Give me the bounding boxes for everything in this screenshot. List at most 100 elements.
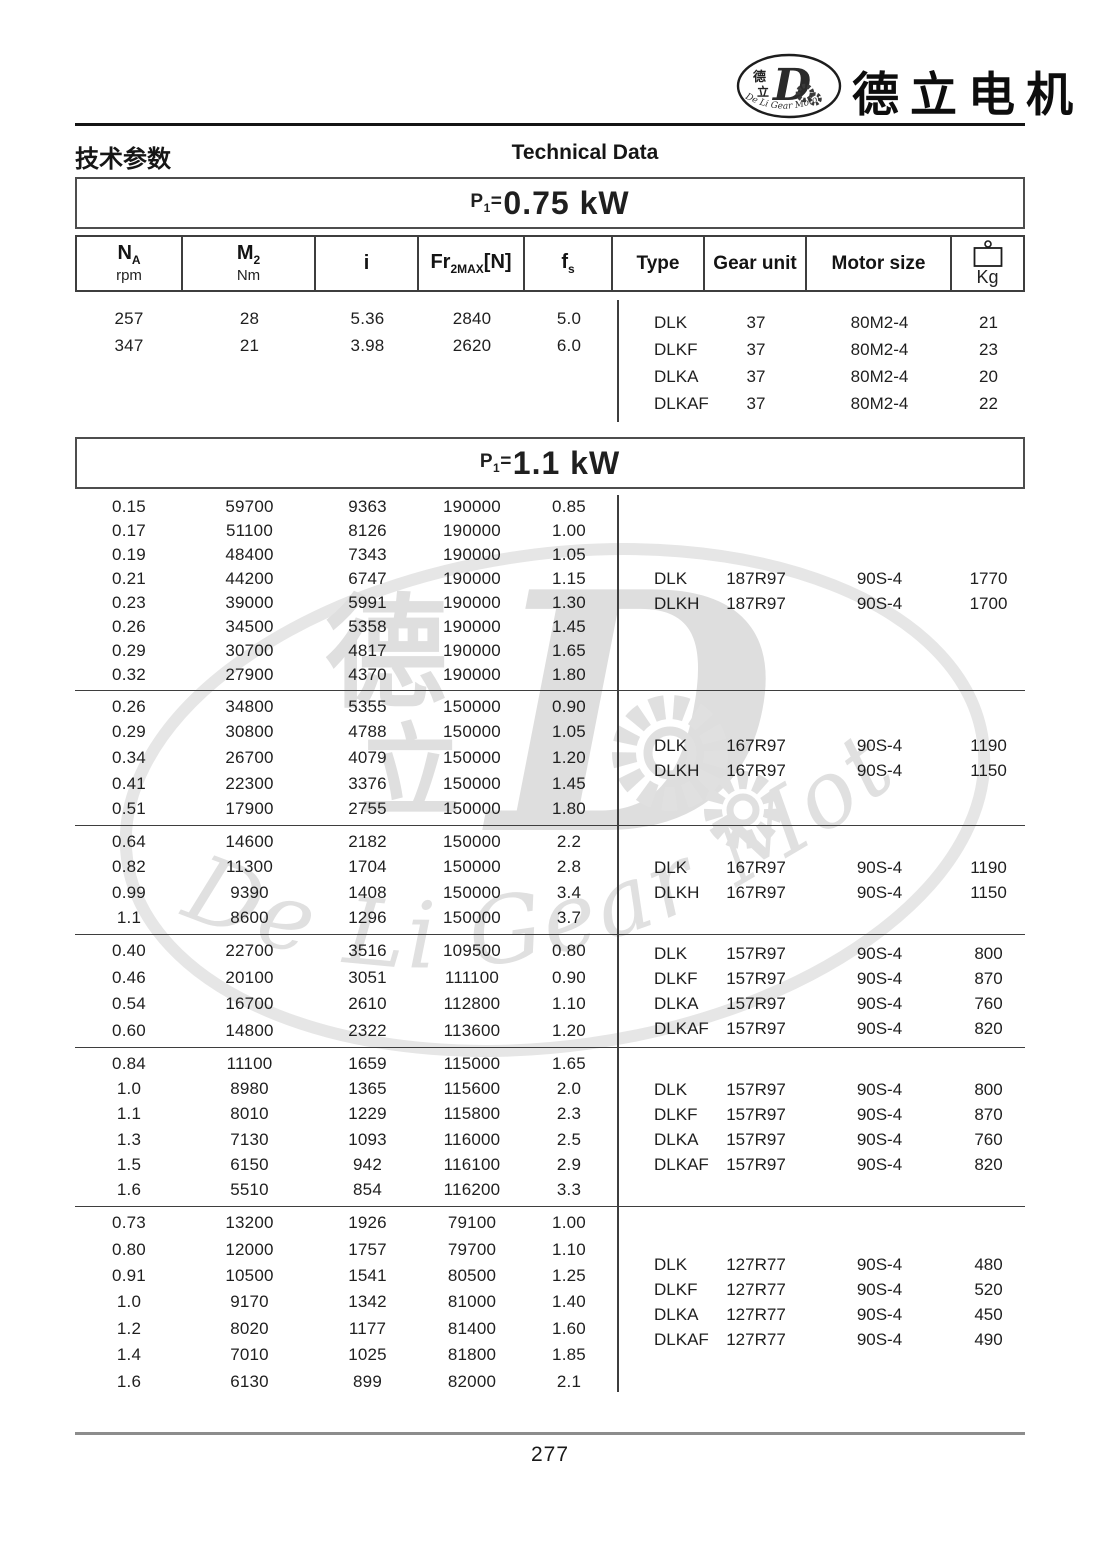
performance-columns: 0.64 14600 2182 150000 2.2 0.82 11300 1704 15000… bbox=[75, 826, 617, 934]
table-row: 0.29 30800 4788 150000 1.05 bbox=[75, 722, 617, 742]
table-cell: 90S-4 bbox=[856, 1305, 903, 1324]
table-cell: 30700 bbox=[225, 641, 274, 660]
table-cell: 34800 bbox=[225, 696, 274, 716]
table-cell: 5358 bbox=[348, 617, 387, 636]
table-cell: 23 bbox=[979, 339, 998, 359]
table-cell: 1.05 bbox=[552, 722, 586, 742]
table-cell: 37 bbox=[746, 366, 766, 386]
table-cell: 2755 bbox=[348, 799, 387, 819]
table-cell: 11300 bbox=[225, 857, 273, 877]
performance-columns: 0.73 13200 1926 79100 1.00 0.80 12000 1757 79700… bbox=[75, 1207, 617, 1398]
logo-ellipse bbox=[736, 53, 842, 119]
table-cell: 942 bbox=[353, 1154, 382, 1174]
table-cell: 1926 bbox=[348, 1213, 387, 1233]
table-cell: 0.46 bbox=[112, 967, 146, 987]
table-cell: 28 bbox=[239, 308, 260, 328]
table-row: DLK 157R97 90S-4 800 bbox=[617, 941, 1025, 966]
table-cell: 1.05 bbox=[552, 545, 586, 564]
table-row: 0.91 10500 1541 80500 1.25 bbox=[75, 1266, 617, 1286]
table-cell: DLKAF bbox=[654, 1330, 709, 1349]
table-cell: 1704 bbox=[348, 857, 387, 877]
table-row: DLKF 127R77 90S-4 520 bbox=[617, 1278, 1025, 1303]
performance-columns: 0.26 34800 5355 150000 0.90 0.29 30800 4788 1500… bbox=[75, 691, 617, 825]
table-cell: 167R97 bbox=[726, 735, 786, 755]
table-cell: 480 bbox=[974, 1255, 1003, 1274]
column-header-i: i bbox=[316, 237, 419, 290]
table-cell: 1093 bbox=[348, 1129, 387, 1149]
table-cell: 1.6 bbox=[116, 1180, 142, 1200]
table-cell: 1.85 bbox=[552, 1345, 586, 1365]
table-cell: 490 bbox=[974, 1330, 1003, 1349]
table-cell: DLKA bbox=[654, 993, 699, 1013]
table-cell: 7343 bbox=[348, 545, 387, 564]
table-row: DLKF 157R97 90S-4 870 bbox=[617, 1102, 1025, 1127]
table-cell: 10500 bbox=[225, 1266, 274, 1286]
table-row: 1.1 8600 1296 150000 3.7 bbox=[75, 908, 617, 928]
background-watermark: 德 立 D De Li Gear Motor bbox=[75, 528, 991, 1057]
table-cell: 150000 bbox=[443, 882, 501, 902]
table-cell: 16700 bbox=[225, 994, 274, 1014]
table-cell: 9390 bbox=[230, 882, 269, 902]
table-cell: 113600 bbox=[443, 1020, 501, 1040]
table-row: DLK 167R97 90S-4 1190 bbox=[617, 733, 1025, 758]
table-cell: DLKAF bbox=[654, 1018, 709, 1038]
table-cell: 127R77 bbox=[726, 1255, 786, 1274]
table-cell: 17900 bbox=[225, 799, 274, 819]
table-cell: 37 bbox=[746, 393, 766, 413]
table-cell: 190000 bbox=[443, 665, 501, 684]
table-cell: 21 bbox=[979, 312, 998, 332]
table-cell: 37 bbox=[746, 312, 766, 332]
table-cell: 90S-4 bbox=[856, 1079, 903, 1099]
table-row: 1.0 9170 1342 81000 1.40 bbox=[75, 1292, 617, 1312]
table-cell: 6.0 bbox=[556, 335, 582, 355]
table-row: 1.5 6150 942 116100 2.9 bbox=[75, 1155, 617, 1175]
power-section-title-075: P1= 0.75 kW bbox=[75, 177, 1025, 229]
table-cell: 4370 bbox=[348, 665, 387, 684]
table-cell: DLK bbox=[654, 568, 688, 588]
table-cell: 2620 bbox=[452, 335, 492, 355]
table-cell: 157R97 bbox=[726, 1079, 786, 1099]
table-cell: 8010 bbox=[230, 1104, 269, 1124]
table-cell: 1.5 bbox=[116, 1154, 142, 1174]
table-cell: 0.90 bbox=[552, 967, 586, 987]
table-cell: 167R97 bbox=[726, 882, 786, 902]
table-cell: 2.5 bbox=[556, 1129, 582, 1149]
table-cell: 0.80 bbox=[552, 941, 586, 961]
column-header-fs: fs bbox=[525, 237, 613, 290]
table-cell: 1541 bbox=[348, 1266, 387, 1286]
table-cell: DLKF bbox=[654, 1104, 698, 1124]
table-cell: 1.45 bbox=[552, 617, 586, 636]
table-cell: 82000 bbox=[447, 1371, 497, 1391]
table-cell: 79100 bbox=[447, 1213, 497, 1233]
table-row: DLKH 167R97 90S-4 1150 bbox=[617, 880, 1025, 905]
table-cell: 90S-4 bbox=[856, 1018, 903, 1038]
table-cell: 90S-4 bbox=[856, 882, 903, 902]
table-cell: 1.80 bbox=[552, 799, 586, 819]
table-cell: DLKH bbox=[654, 882, 700, 902]
power-section-title-11: P1= 1.1 kW bbox=[75, 437, 1025, 489]
table-row: DLK 187R97 90S-4 1770 bbox=[617, 566, 1025, 591]
data-section-11: 0.15 59700 9363 190000 0.85 0.17 51100 8126 1900… bbox=[75, 492, 1025, 1400]
table-cell: 1229 bbox=[348, 1104, 387, 1124]
type-columns: DLK 167R97 90S-4 1190 DLKH 167R97 90S-4 1150 bbox=[617, 826, 1025, 934]
table-cell: 59700 bbox=[225, 497, 274, 516]
table-cell: 0.60 bbox=[112, 1020, 146, 1040]
type-columns: DLK 37 80M2-4 21 DLKF 37 80M2-4 23 DLKA 37 80M2-4 2… bbox=[617, 292, 1025, 437]
table-cell: 1190 bbox=[970, 857, 1007, 877]
table-cell: 157R97 bbox=[726, 1104, 786, 1124]
table-cell: DLKAF bbox=[654, 393, 709, 413]
table-cell: 9170 bbox=[230, 1292, 269, 1312]
column-header-gear-unit: Gear unit bbox=[705, 237, 807, 290]
table-cell: 7010 bbox=[230, 1345, 269, 1365]
table-cell: 22700 bbox=[225, 941, 274, 961]
table-cell: 1.1 bbox=[116, 908, 142, 928]
table-cell: 7130 bbox=[230, 1129, 269, 1149]
table-cell: 0.41 bbox=[112, 773, 146, 793]
table-row: 1.6 6130 899 82000 2.1 bbox=[75, 1372, 617, 1392]
table-cell: 2610 bbox=[348, 994, 387, 1014]
table-row: 0.29 30700 4817 190000 1.65 bbox=[75, 641, 617, 661]
performance-columns: 0.15 59700 9363 190000 0.85 0.17 51100 8126 1900… bbox=[75, 492, 617, 690]
table-row: 0.21 44200 6747 190000 1.15 bbox=[75, 569, 617, 589]
table-cell: 190000 bbox=[443, 617, 501, 636]
table-cell: 8020 bbox=[230, 1318, 269, 1338]
